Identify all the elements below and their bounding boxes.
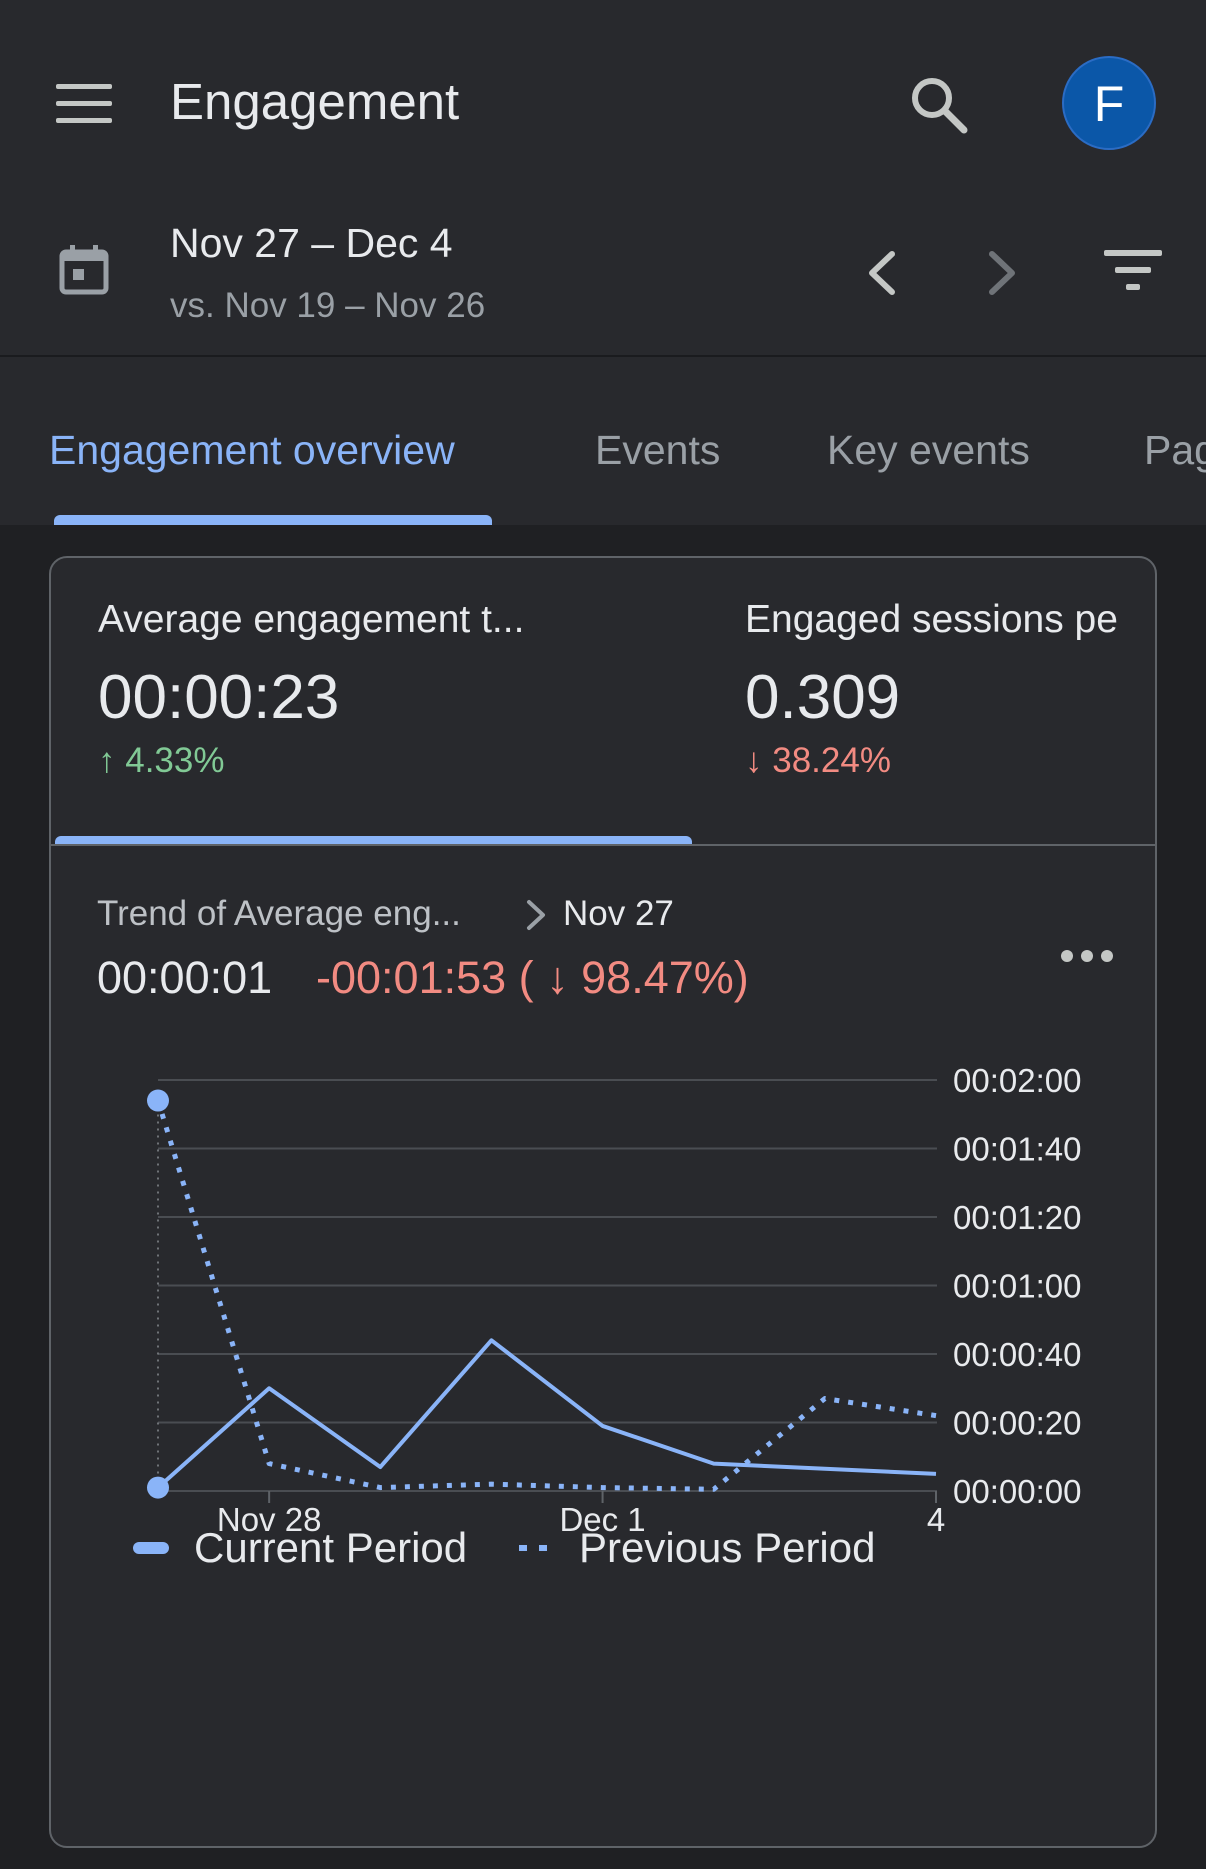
- hover-point: [147, 1476, 169, 1499]
- metric-change: ↑ 4.33%: [98, 741, 524, 781]
- legend-current-label: Current Period: [194, 1524, 467, 1571]
- metric-change-value: 4.33%: [125, 741, 225, 780]
- tab-indicator: [54, 515, 492, 525]
- metric-change-value: 38.24%: [772, 741, 891, 780]
- date-range[interactable]: Nov 27 – Dec 4: [170, 220, 453, 266]
- arrow-up-icon: ↑: [98, 741, 116, 780]
- y-tick-label: 00:01:40: [953, 1131, 1081, 1168]
- tab-engagement-overview[interactable]: Engagement overview: [49, 427, 455, 473]
- tab-key-events[interactable]: Key events: [827, 427, 1030, 473]
- chevron-right-icon: [523, 898, 549, 932]
- metric-engaged-sessions[interactable]: Engaged sessions pe 0.309 ↓ 38.24%: [745, 598, 1118, 781]
- y-tick-label: 00:00:20: [953, 1405, 1081, 1442]
- date-compare[interactable]: vs. Nov 19 – Nov 26: [170, 286, 486, 325]
- trend-value: 00:00:01: [97, 952, 273, 1003]
- y-tick-label: 00:01:20: [953, 1199, 1081, 1236]
- metric-tab-indicator: [55, 836, 692, 845]
- tab-bar: Engagement overview Events Key events Pa…: [0, 357, 1206, 525]
- menu-icon[interactable]: [56, 84, 112, 124]
- y-tick-label: 00:02:00: [953, 1062, 1081, 1099]
- y-tick-label: 00:00:00: [953, 1473, 1081, 1510]
- metric-label: Engaged sessions pe: [745, 598, 1118, 641]
- metrics-card: Average engagement t... 00:00:23 ↑ 4.33%…: [49, 556, 1157, 1848]
- page-title: Engagement: [170, 73, 460, 130]
- trend-delta: -00:01:53 ( ↓ 98.47%): [316, 952, 749, 1003]
- metric-average-engagement[interactable]: Average engagement t... 00:00:23 ↑ 4.33%: [98, 598, 524, 781]
- y-tick-label: 00:01:00: [953, 1268, 1081, 1305]
- x-tick-label: Nov 28: [217, 1501, 322, 1538]
- y-tick-label: 00:00:40: [953, 1336, 1081, 1373]
- arrow-down-icon: ↓: [745, 741, 763, 780]
- top-bar: Engagement F Nov 27 – Dec 4 vs. Nov 19 –…: [0, 0, 1206, 357]
- legend-previous-label: Previous Period: [579, 1524, 875, 1571]
- tab-events[interactable]: Events: [595, 427, 721, 473]
- more-options-icon[interactable]: [1059, 938, 1115, 974]
- metric-change: ↓ 38.24%: [745, 741, 1118, 781]
- hover-point: [147, 1089, 169, 1112]
- trend-title: Trend of Average eng...: [97, 894, 461, 933]
- trend-chart[interactable]: 00:00:00 00:00:20 00:00:40 00:01:00 00:01:20…: [51, 1058, 1157, 1778]
- avatar[interactable]: F: [1062, 56, 1156, 150]
- legend-current-marker: [133, 1542, 169, 1554]
- tab-pages[interactable]: Pag: [1144, 427, 1206, 473]
- metric-value: 0.309: [745, 663, 901, 732]
- x-tick-label: Dec 1: [559, 1501, 645, 1538]
- chevron-left-icon[interactable]: [862, 248, 902, 298]
- current-period-line: [156, 1338, 937, 1490]
- metric-value: 00:00:23: [98, 663, 340, 732]
- x-tick-label: 4: [927, 1501, 945, 1538]
- divider: [51, 844, 1155, 846]
- search-icon[interactable]: [908, 74, 970, 136]
- previous-period-line: [155, 1099, 937, 1492]
- calendar-icon[interactable]: [58, 244, 110, 296]
- metric-label: Average engagement t...: [98, 598, 525, 641]
- filter-icon[interactable]: [1104, 250, 1162, 292]
- trend-date: Nov 27: [563, 894, 674, 933]
- chevron-right-icon[interactable]: [982, 248, 1022, 298]
